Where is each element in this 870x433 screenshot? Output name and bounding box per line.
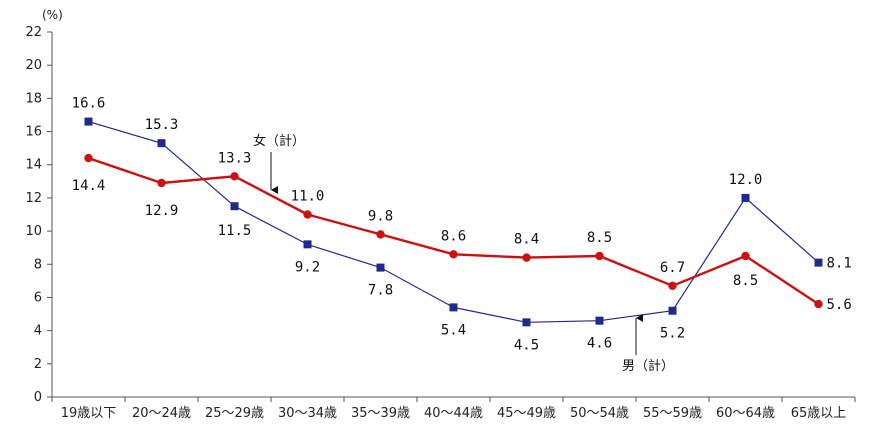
data-label: 8.4 bbox=[514, 232, 539, 248]
y-tick-label: 20 bbox=[25, 58, 42, 73]
x-tick-label: 65歳以上 bbox=[791, 406, 847, 421]
data-label: 16.6 bbox=[72, 96, 106, 112]
x-tick-label: 45～49歳 bbox=[497, 406, 556, 421]
data-label-layer: 16.6 15.3 11.5 9.2 7.8 5.4 4.5 4.6 5.2 12.0 8.1 14.… bbox=[72, 96, 852, 354]
data-point-circle bbox=[449, 250, 458, 259]
y-tick-label: 22 bbox=[25, 25, 42, 40]
data-label: 8.6 bbox=[441, 228, 466, 244]
data-label: 8.5 bbox=[733, 273, 758, 289]
data-point-circle bbox=[157, 178, 166, 188]
data-label: 7.8 bbox=[368, 283, 393, 299]
data-label: 9.8 bbox=[368, 208, 393, 224]
data-point-square bbox=[522, 318, 531, 327]
data-point-circle bbox=[303, 210, 312, 219]
data-label: 11.5 bbox=[218, 223, 252, 239]
y-axis: 0 2 4 6 8 10 12 14 16 18 20 22 bbox=[25, 25, 53, 405]
series-layer bbox=[84, 117, 823, 327]
y-tick-label: 12 bbox=[25, 191, 42, 206]
x-tick-label: 19歳以下 bbox=[61, 406, 117, 421]
data-label: 5.4 bbox=[441, 322, 466, 338]
data-point-square bbox=[303, 240, 312, 249]
data-label: 5.2 bbox=[660, 326, 685, 342]
data-point-square bbox=[668, 306, 677, 315]
x-tick-label: 25～29歳 bbox=[205, 406, 264, 421]
x-tick-label: 40～44歳 bbox=[424, 406, 483, 421]
annotation-male-total: 男（計） bbox=[622, 358, 674, 374]
x-tick-label: 20～24歳 bbox=[132, 406, 191, 421]
data-label: 5.6 bbox=[827, 297, 852, 313]
y-tick-label: 18 bbox=[25, 91, 42, 106]
data-label: 8.5 bbox=[587, 230, 612, 246]
y-tick-label: 6 bbox=[34, 290, 42, 305]
annotation-layer: 女（計） 男（計） bbox=[253, 133, 674, 374]
data-label: 6.7 bbox=[660, 260, 685, 276]
data-label: 9.2 bbox=[295, 259, 320, 275]
x-tick-label: 35～39歳 bbox=[351, 406, 410, 421]
y-tick-label: 16 bbox=[25, 125, 42, 140]
data-label: 12.9 bbox=[145, 203, 179, 219]
y-axis-unit-label: (%) bbox=[42, 8, 63, 22]
data-label: 13.3 bbox=[218, 150, 252, 166]
data-point-square bbox=[230, 202, 239, 211]
annotation-female-total: 女（計） bbox=[253, 133, 305, 149]
y-tick-label: 10 bbox=[25, 224, 42, 239]
data-point-square bbox=[376, 263, 385, 272]
data-point-circle bbox=[376, 230, 385, 239]
y-tick-label: 14 bbox=[25, 158, 42, 173]
data-point-circle bbox=[595, 251, 604, 261]
x-tick-label: 50～54歳 bbox=[570, 406, 629, 421]
x-tick-label: 55～59歳 bbox=[643, 406, 702, 421]
data-point-circle bbox=[668, 281, 677, 291]
y-tick-label: 2 bbox=[34, 357, 42, 372]
data-point-circle bbox=[84, 153, 93, 163]
data-point-square bbox=[449, 303, 458, 312]
series-male bbox=[84, 117, 823, 327]
data-label: 15.3 bbox=[145, 117, 179, 133]
y-tick-label: 0 bbox=[34, 390, 42, 405]
data-point-circle bbox=[230, 172, 239, 181]
x-axis: 19歳以下 20～24歳 25～29歳 30～34歳 35～39歳 40～44歳 45～49… bbox=[51, 396, 856, 421]
data-label: 4.5 bbox=[514, 337, 539, 353]
data-label: 12.0 bbox=[729, 172, 763, 188]
series-line bbox=[88, 121, 819, 323]
x-tick-label: 30～34歳 bbox=[278, 406, 337, 421]
data-point-circle bbox=[814, 299, 823, 309]
data-point-circle bbox=[741, 251, 750, 261]
data-point-square bbox=[741, 193, 750, 202]
data-label: 8.1 bbox=[827, 256, 852, 272]
data-point-square bbox=[814, 258, 823, 267]
data-point-square bbox=[84, 117, 93, 126]
y-tick-label: 8 bbox=[34, 257, 42, 272]
series-female bbox=[84, 153, 823, 309]
data-point-square bbox=[157, 139, 166, 148]
data-point-square bbox=[595, 316, 604, 325]
data-label: 11.0 bbox=[291, 189, 325, 205]
x-tick-label: 60～64歳 bbox=[716, 406, 775, 421]
data-label: 14.4 bbox=[72, 178, 106, 194]
y-tick-label: 4 bbox=[34, 324, 42, 339]
data-label: 4.6 bbox=[587, 336, 612, 352]
data-point-circle bbox=[522, 253, 531, 262]
